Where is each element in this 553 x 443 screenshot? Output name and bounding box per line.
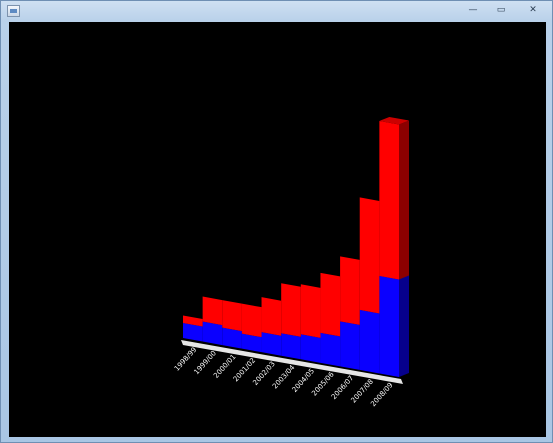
bar-segment bbox=[320, 332, 341, 367]
bar-side-face bbox=[399, 120, 409, 280]
bar-segment bbox=[261, 297, 282, 336]
bar-segment bbox=[340, 321, 360, 370]
bar-segment bbox=[222, 327, 242, 349]
bar-segment bbox=[300, 284, 321, 338]
x-axis-base bbox=[181, 340, 403, 384]
bar-segment bbox=[300, 334, 321, 363]
minimize-button[interactable]: — bbox=[468, 4, 478, 15]
window-controls: — ▭ ✕ bbox=[462, 3, 548, 17]
bar-segment bbox=[241, 333, 262, 353]
bar-top-face bbox=[379, 116, 409, 125]
bar-segment bbox=[359, 309, 380, 374]
close-button[interactable]: ✕ bbox=[529, 4, 537, 15]
bar-segment bbox=[222, 300, 242, 332]
bar-segment bbox=[379, 120, 399, 280]
bar-segment bbox=[261, 332, 282, 356]
bar-segment bbox=[379, 275, 399, 377]
bar-segment bbox=[183, 315, 203, 327]
bar-segment bbox=[183, 323, 203, 342]
stacked-3d-bar-chart: 1998/991999/002000/012001/022002/032003/… bbox=[173, 116, 409, 408]
bar-segment bbox=[202, 296, 223, 326]
bar-segment bbox=[359, 197, 380, 314]
bar-segment bbox=[340, 256, 360, 325]
bar-side-face bbox=[399, 275, 409, 377]
bar-segment bbox=[281, 283, 301, 337]
chart-canvas: 1998/99 1999/00 2000/01 2001/02 2002/03 2003/… bbox=[9, 22, 546, 437]
bar-segment bbox=[320, 272, 341, 337]
maximize-button[interactable]: ▭ bbox=[496, 4, 506, 15]
app-icon bbox=[7, 5, 20, 17]
bar-segment bbox=[281, 333, 301, 360]
bar-segment bbox=[202, 321, 223, 346]
x-tick-label: 2008/09 bbox=[369, 381, 394, 408]
bar-segment bbox=[241, 303, 262, 338]
title-bar[interactable]: — ▭ ✕ bbox=[1, 1, 553, 22]
